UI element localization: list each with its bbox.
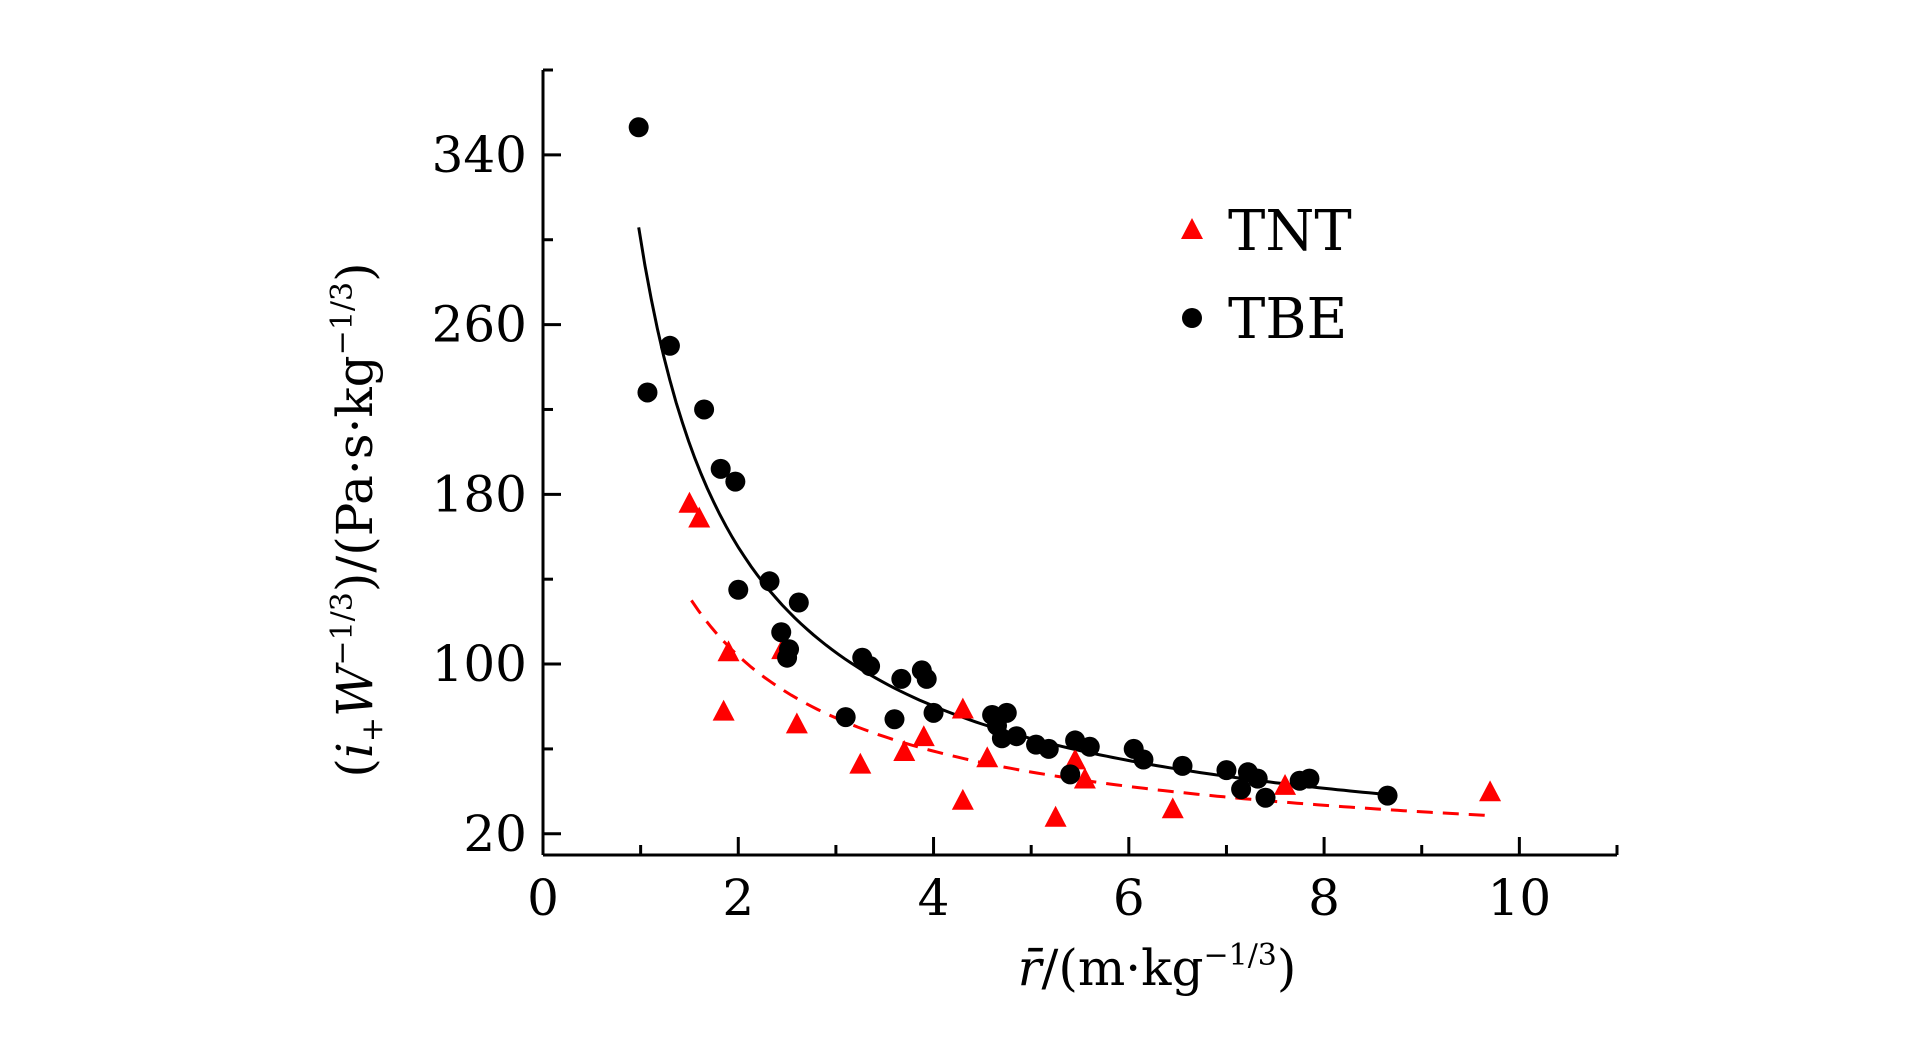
y-axis-title-mid: )/(Pa·s·kg [326, 355, 384, 592]
x-tick-label: 8 [1308, 869, 1340, 927]
point-tnt [712, 699, 735, 721]
point-tbe [1172, 755, 1193, 776]
point-tbe [710, 458, 731, 479]
y-axis-title-sup: −1/3 [325, 592, 360, 665]
x-axis-title-unit: /(m·kg [1042, 939, 1204, 997]
y-tick-label: 20 [463, 805, 527, 863]
axes [541, 70, 1617, 857]
point-tbe [916, 668, 937, 689]
point-tnt [951, 697, 974, 719]
x-axis-title-close: ) [1277, 939, 1297, 997]
x-axis-title-var: r̄ [1018, 939, 1045, 997]
point-tbe [1231, 779, 1252, 800]
point-tbe [771, 622, 792, 643]
point-tnt [1479, 780, 1502, 802]
ticks [541, 68, 1619, 855]
point-tbe [996, 702, 1017, 723]
x-tick-label: 0 [527, 869, 559, 927]
point-tbe [628, 117, 649, 138]
point-tbe [1060, 764, 1081, 785]
point-tbe [1216, 760, 1237, 781]
point-tnt [849, 752, 872, 774]
y-tick-label: 180 [432, 465, 527, 523]
point-tbe [728, 579, 749, 600]
tick-labels: 0 2 4 6 8 10 20 100 180 260 340 [432, 126, 1552, 927]
x-tick-label: 6 [1113, 869, 1145, 927]
legend-marker-tnt [1181, 218, 1203, 239]
y-tick-label: 340 [432, 126, 527, 184]
point-tbe [1133, 749, 1154, 770]
point-tnt [1044, 805, 1067, 827]
y-axis-title-sup2: −1/3 [325, 282, 360, 355]
point-tbe [779, 639, 800, 660]
point-tbe [637, 382, 658, 403]
x-tick-label: 10 [1488, 869, 1552, 927]
point-tbe [1247, 768, 1268, 789]
point-tnt [951, 788, 974, 810]
y-axis-title: (i+W−1/3)/(Pa·s·kg−1/3) [325, 262, 390, 777]
point-tbe [1079, 736, 1100, 757]
point-tbe [860, 656, 881, 677]
point-tbe [1006, 726, 1027, 747]
point-tnt [1161, 797, 1184, 819]
point-tbe [1255, 787, 1276, 808]
point-tbe [694, 399, 715, 420]
x-axis-title: r̄/(m·kg−1/3) [1018, 938, 1297, 997]
point-tbe [1377, 785, 1398, 806]
point-tbe [659, 335, 680, 356]
x-tick-label: 4 [918, 869, 950, 927]
y-axis-title-var: i [326, 742, 384, 758]
point-tbe [725, 471, 746, 492]
point-tnt [1064, 748, 1087, 770]
point-tbe [891, 668, 912, 689]
point-tnt [717, 640, 740, 662]
y-axis-title-close: ) [326, 262, 384, 282]
legend-marker-tbe [1182, 308, 1202, 328]
point-tnt [1274, 773, 1297, 795]
point-tnt [785, 712, 808, 734]
legend-label-tnt: TNT [1228, 199, 1352, 264]
y-tick-label: 100 [432, 635, 527, 693]
point-tbe [835, 707, 856, 728]
point-tnt [1073, 767, 1096, 789]
data-points [628, 117, 1502, 827]
point-tnt [912, 725, 935, 747]
x-axis-title-sup: −1/3 [1203, 938, 1276, 973]
point-tbe [923, 702, 944, 723]
y-axis-title-open: ( [326, 758, 384, 778]
y-axis-title-var2: W [326, 662, 384, 717]
y-axis-title-sub: + [355, 717, 390, 742]
point-tbe [1299, 768, 1320, 789]
point-tnt [976, 746, 999, 768]
point-tbe [1038, 738, 1059, 759]
point-tnt [678, 491, 701, 513]
point-tnt [893, 740, 916, 761]
legend: TNT TBE [1181, 199, 1352, 352]
x-tick-label: 2 [722, 869, 754, 927]
legend-label-tbe: TBE [1228, 287, 1347, 352]
fit-curves [637, 227, 1491, 818]
point-tnt [688, 506, 711, 528]
point-tbe [884, 709, 905, 730]
point-tbe [759, 571, 780, 592]
y-tick-label: 260 [432, 296, 527, 354]
point-tbe [991, 728, 1012, 749]
point-tbe [788, 592, 809, 613]
